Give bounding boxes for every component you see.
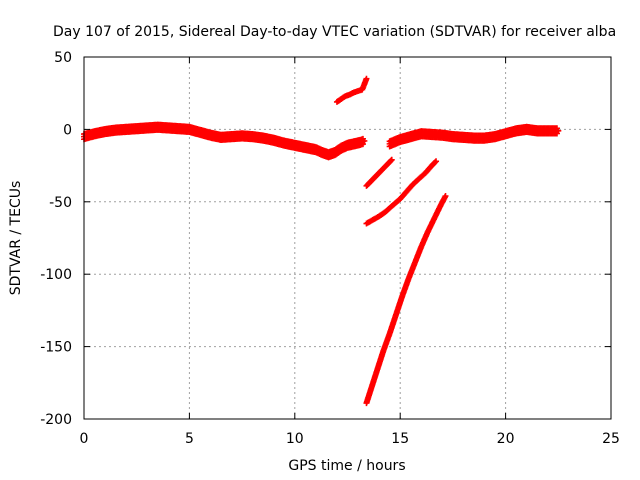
y-tick-label: 50 <box>54 50 72 66</box>
data-point <box>359 141 366 148</box>
data-points <box>81 75 562 407</box>
x-tick-label: 10 <box>286 431 304 447</box>
y-tick-label: -50 <box>49 195 72 211</box>
data-point <box>432 159 439 166</box>
series-upper-arc <box>333 75 370 105</box>
data-point <box>363 75 370 82</box>
chart-title: Day 107 of 2015, Sidereal Day-to-day VTE… <box>53 24 616 40</box>
x-tick-label: 15 <box>391 431 409 447</box>
x-tick-label: 5 <box>185 431 194 447</box>
data-point <box>361 137 368 144</box>
x-tick-label: 0 <box>80 431 89 447</box>
axis-ticks <box>83 56 612 420</box>
y-tick-label: -150 <box>40 340 72 356</box>
series-descent-2 <box>363 158 440 227</box>
series-right-band <box>386 123 562 150</box>
data-point <box>388 156 395 163</box>
tick-labels: 0 5 10 15 20 25 50 0 -50 -100 -150 -200 <box>40 50 620 447</box>
series-steep-arc <box>363 193 449 407</box>
x-tick-label: 25 <box>602 431 620 447</box>
y-tick-label: 0 <box>63 122 72 138</box>
y-axis-label: SDTVAR / TECUs <box>8 181 24 296</box>
series-descent-1 <box>363 156 395 189</box>
data-point <box>442 193 449 200</box>
plot-frame <box>83 56 612 420</box>
x-tick-label: 20 <box>497 431 515 447</box>
x-axis-label: GPS time / hours <box>288 458 405 474</box>
y-tick-label: -100 <box>40 267 72 283</box>
grid-lines <box>84 57 611 419</box>
series-main-band <box>81 121 368 161</box>
data-point <box>433 158 440 165</box>
y-tick-label: -200 <box>40 412 72 428</box>
data-point <box>387 157 394 164</box>
data-point <box>555 127 562 134</box>
